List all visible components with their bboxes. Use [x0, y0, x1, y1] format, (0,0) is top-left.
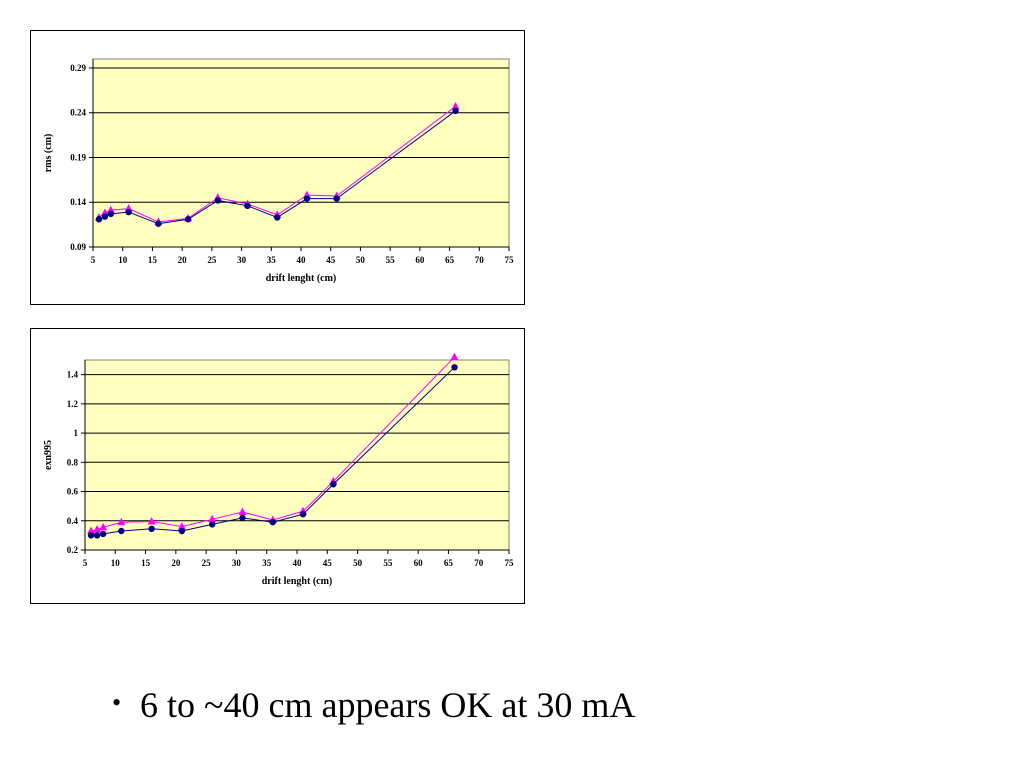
data-point-circle: [125, 208, 132, 216]
y-tick-label: 0.4: [67, 516, 79, 526]
y-axis-title: rms (cm): [43, 134, 54, 173]
data-point-circle: [148, 525, 155, 533]
y-tick-label: 1.2: [67, 399, 79, 409]
x-tick-label: 35: [262, 558, 272, 568]
data-point-circle: [269, 519, 276, 526]
x-axis-title: drift lenght (cm): [266, 273, 337, 284]
rms-chart: 0.09 0.14 0.19 0.24 0.29 5 10 15 20 25 30 35 40 45 50 5…: [30, 30, 525, 305]
data-point-circle: [178, 527, 186, 535]
x-tick-label: 65: [444, 558, 454, 568]
x-tick-label: 60: [414, 558, 424, 568]
y-tick-label: 0.6: [67, 487, 79, 497]
data-point-triangle: [450, 352, 459, 361]
data-point-circle: [333, 195, 340, 202]
data-point-circle: [95, 216, 103, 223]
x-tick-label: 40: [297, 255, 307, 265]
data-point-circle: [107, 210, 115, 218]
x-tick-label: 65: [445, 255, 455, 265]
plot-area: [84, 359, 510, 551]
bullet-item: • 6 to ~40 cm appears OK at 30 mA: [112, 684, 635, 726]
y-tick-label: 1: [74, 428, 79, 438]
x-tick-label: 20: [178, 255, 188, 265]
x-tick-label: 40: [293, 558, 303, 568]
x-tick-label: 5: [83, 558, 88, 568]
x-axis-title: drift lenght (cm): [262, 576, 333, 587]
x-tick-label: 75: [505, 255, 515, 265]
x-tick-label: 60: [415, 255, 425, 265]
data-point-circle: [214, 197, 221, 204]
y-tick-label: 0.29: [70, 63, 86, 73]
data-point-circle: [299, 510, 307, 518]
x-tick-label: 45: [323, 558, 333, 568]
x-tick-label: 20: [171, 558, 181, 568]
data-point-triangle: [451, 101, 460, 110]
plot-area: [92, 58, 510, 248]
data-point-circle: [99, 530, 107, 538]
y-tick-label: 0.19: [70, 152, 86, 162]
data-point-triangle: [208, 514, 217, 523]
y-tick-label: 1.4: [67, 370, 79, 380]
y-axis-title: exn995: [43, 440, 54, 470]
data-point-circle: [303, 195, 311, 202]
x-tick-label: 75: [505, 558, 515, 568]
data-point-circle: [452, 107, 459, 115]
x-tick-label: 55: [383, 558, 393, 568]
data-point-triangle: [238, 507, 247, 515]
y-tick-label: 0.8: [67, 457, 79, 467]
x-tick-label: 30: [237, 255, 247, 265]
data-point-circle: [155, 220, 162, 227]
x-tick-label: 70: [475, 255, 485, 265]
data-point-triangle: [177, 522, 186, 530]
data-point-circle: [93, 532, 101, 539]
data-point-circle: [101, 213, 109, 220]
x-tick-label: 5: [91, 255, 96, 265]
data-point-triangle: [99, 522, 108, 531]
bullet-icon: •: [112, 688, 122, 717]
data-point-circle: [87, 532, 95, 539]
x-tick-label: 30: [232, 558, 242, 568]
x-tick-label: 15: [141, 558, 151, 568]
y-tick-label: 0.14: [70, 197, 86, 207]
x-tick-label: 35: [267, 255, 277, 265]
x-tick-label: 25: [207, 255, 217, 265]
x-tick-label: 45: [326, 255, 336, 265]
x-tick-label: 15: [148, 255, 158, 265]
data-point-circle: [244, 202, 251, 210]
bullet-text: 6 to ~40 cm appears OK at 30 mA: [140, 685, 636, 725]
data-point-circle: [451, 364, 458, 371]
data-point-triangle: [147, 517, 156, 525]
data-point-circle: [118, 527, 125, 535]
data-point-circle: [209, 521, 216, 528]
x-tick-label: 55: [386, 255, 396, 265]
y-tick-label: 0.09: [70, 242, 86, 252]
x-tick-label: 50: [356, 255, 366, 265]
rms-chart-svg: 0.09 0.14 0.19 0.24 0.29 5 10 15 20 25 30 35 40 45 50 5…: [43, 58, 515, 284]
x-tick-label: 50: [353, 558, 363, 568]
x-tick-label: 25: [202, 558, 212, 568]
exn995-chart: 0.2 0.4 0.6 0.8 1 1.2 1.4 5 10 15 20 25 30 35 40 45 50 55…: [30, 328, 525, 604]
x-tick-label: 10: [111, 558, 121, 568]
data-point-triangle: [117, 517, 126, 526]
data-point-circle: [330, 481, 337, 488]
data-point-triangle: [93, 525, 102, 533]
y-tick-label: 0.2: [67, 545, 79, 555]
x-tick-label: 10: [118, 255, 128, 265]
data-point-circle: [184, 216, 192, 223]
x-tick-label: 70: [474, 558, 484, 568]
data-point-triangle: [87, 526, 96, 534]
exn995-chart-svg: 0.2 0.4 0.6 0.8 1 1.2 1.4 5 10 15 20 25 30 35 40 45 50 55…: [43, 352, 515, 587]
y-tick-label: 0.24: [70, 108, 86, 118]
data-point-circle: [274, 214, 281, 221]
data-point-circle: [239, 514, 246, 522]
